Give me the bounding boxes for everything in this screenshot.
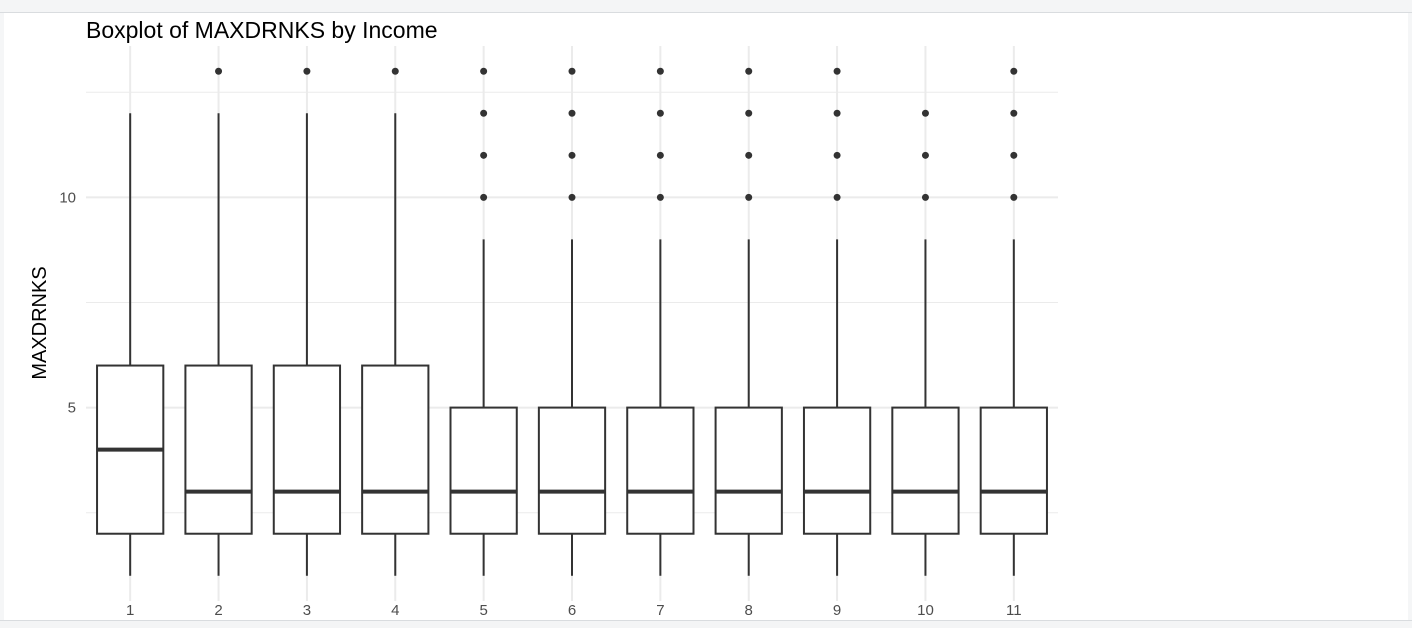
x-tick-label: 6 [568,602,576,619]
box-2 [184,67,253,576]
box-5 [449,67,518,576]
outlier-point [921,193,929,201]
box-3 [272,67,342,576]
outlier-point [1010,67,1018,75]
box-10 [891,109,960,576]
outlier-point [480,193,488,201]
outlier-point [921,151,929,159]
outlier-point [745,193,753,201]
viewer-toolbar-edge [0,0,1412,13]
outlier-point [480,109,488,117]
x-tick-label: 7 [656,602,664,619]
outlier-point [568,151,576,159]
outlier-point [656,151,664,159]
iqr-box [891,406,960,535]
outlier-point [1010,109,1018,117]
box-1 [96,113,165,576]
box-9 [802,67,872,576]
iqr-box [979,406,1048,535]
x-tick-label: 3 [303,602,311,619]
box-11 [979,67,1048,576]
iqr-box [802,406,872,535]
outlier-point [480,67,488,75]
outlier-point [833,109,841,117]
outlier-point [656,67,664,75]
x-tick-label: 11 [1006,602,1022,619]
outlier-point [745,67,753,75]
outlier-point [568,193,576,201]
outlier-point [1010,151,1018,159]
outlier-point [480,151,488,159]
outlier-point [745,109,753,117]
box-7 [626,67,695,576]
box-6 [537,67,607,576]
iqr-box [626,406,695,535]
outlier-point [656,109,664,117]
outlier-point [833,193,841,201]
box-4 [361,67,430,576]
outlier-point [1010,193,1018,201]
outlier-point [391,67,399,75]
boxplot-chart: 5 10 1 2 3 4 5 6 7 8 9 10 11 Boxplot of MAXDRNKS by … [29,17,1058,619]
viewer-bottom-edge [0,620,1412,628]
x-tick-label: 4 [391,602,399,619]
outlier-point [833,67,841,75]
y-axis-title: MAXDRNKS [29,266,51,379]
outlier-point [745,151,753,159]
x-tick-label: 5 [479,602,487,619]
x-tick-label: 10 [917,602,934,619]
iqr-box [714,406,783,535]
y-tick-label: 5 [68,400,76,417]
iqr-box [361,364,430,535]
x-tick-label: 8 [745,602,753,619]
boxes [96,67,1048,576]
outlier-point [921,109,929,117]
y-tick-label: 10 [59,189,76,206]
x-tick-label: 1 [126,602,134,619]
outlier-point [833,151,841,159]
outlier-point [303,67,311,75]
iqr-box [184,364,253,535]
iqr-box [449,406,518,535]
iqr-box [537,406,607,535]
x-tick-label: 9 [833,602,841,619]
tick-labels: 5 10 1 2 3 4 5 6 7 8 9 10 11 [59,189,1021,619]
box-8 [714,67,783,576]
x-tick-label: 2 [214,602,222,619]
outlier-point [656,193,664,201]
outlier-point [568,109,576,117]
plot-panel: 5 10 1 2 3 4 5 6 7 8 9 10 11 Boxplot of MAXDRNKS by … [4,13,1408,620]
outlier-point [215,67,223,75]
iqr-box [272,364,342,535]
outlier-point [568,67,576,75]
chart-title: Boxplot of MAXDRNKS by Income [86,17,438,43]
